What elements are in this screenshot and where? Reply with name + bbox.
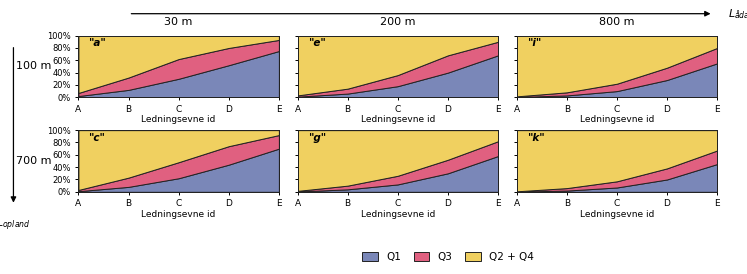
X-axis label: Ledningsevne id: Ledningsevne id [361,210,435,219]
Text: 30 m: 30 m [164,18,193,27]
Text: "g": "g" [308,133,326,142]
Text: "c": "c" [88,133,105,142]
X-axis label: Ledningsevne id: Ledningsevne id [141,115,216,124]
Text: "i": "i" [527,38,541,48]
Text: 700 m: 700 m [16,156,52,166]
Text: $L_{ådal}$: $L_{ådal}$ [728,7,747,21]
X-axis label: Ledningsevne id: Ledningsevne id [580,115,654,124]
Text: "e": "e" [308,38,326,48]
Text: 100 m: 100 m [16,61,52,72]
Text: 800 m: 800 m [599,18,635,27]
Text: "k": "k" [527,133,545,142]
Text: "a": "a" [88,38,106,48]
X-axis label: Ledningsevne id: Ledningsevne id [580,210,654,219]
Legend: Q1, Q3, Q2 + Q4: Q1, Q3, Q2 + Q4 [359,247,538,266]
Text: $L_{opland}$: $L_{opland}$ [0,216,31,233]
Text: 200 m: 200 m [380,18,415,27]
X-axis label: Ledningsevne id: Ledningsevne id [141,210,216,219]
X-axis label: Ledningsevne id: Ledningsevne id [361,115,435,124]
